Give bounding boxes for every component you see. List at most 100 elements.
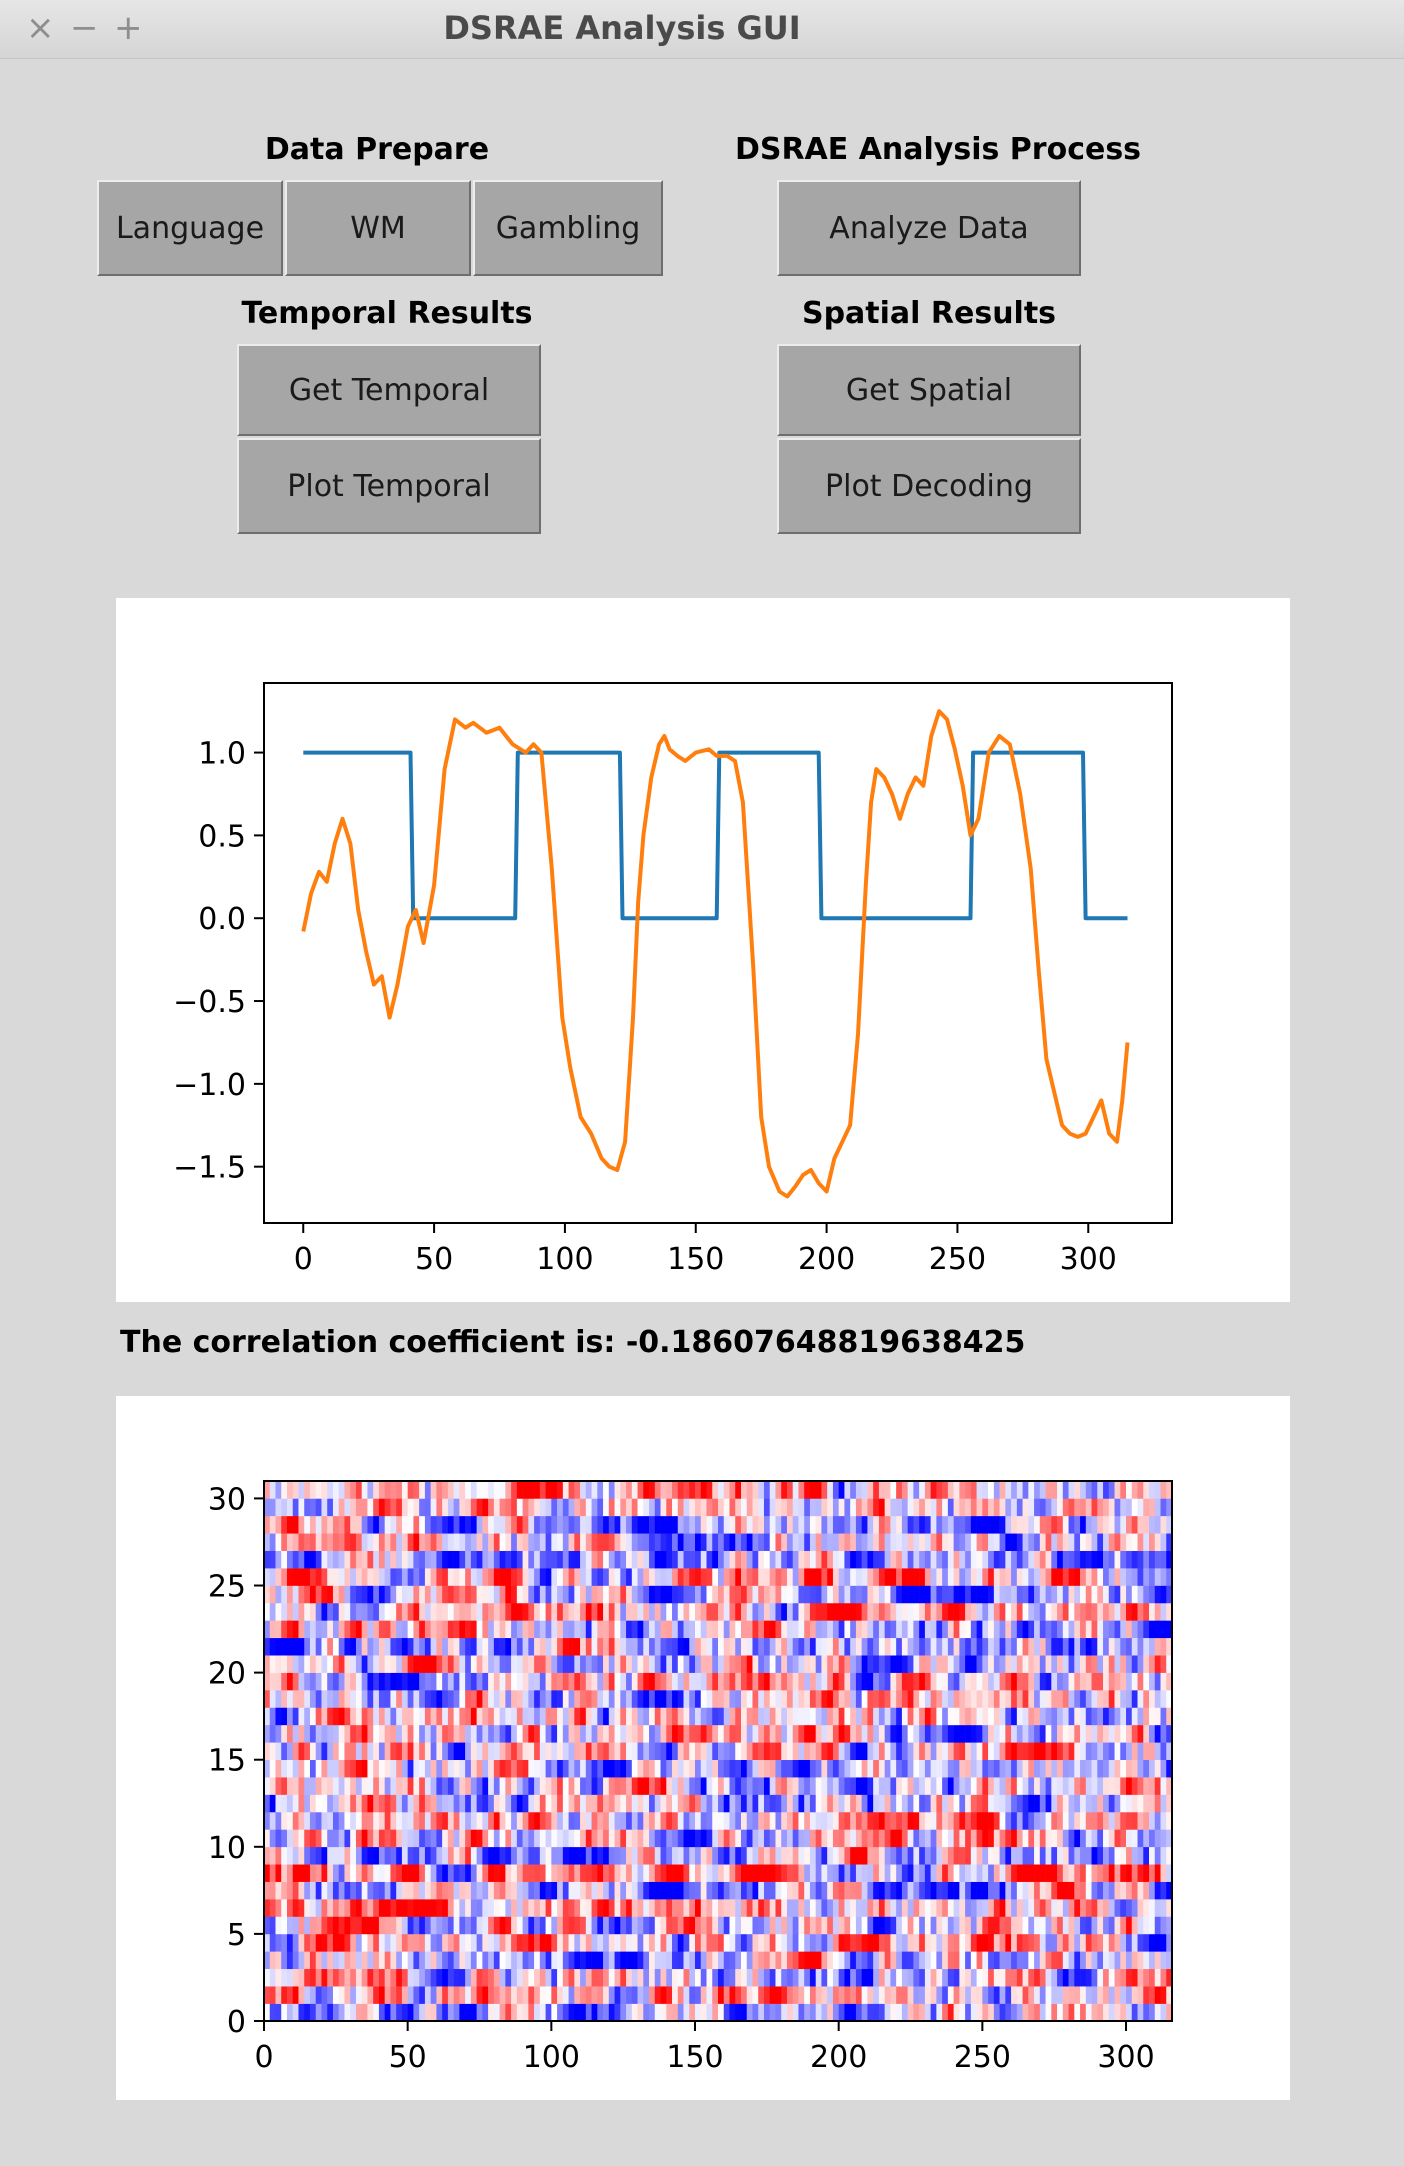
heatmap-cell (286, 1690, 294, 1708)
heatmap-cell (1022, 1794, 1029, 1813)
language-button[interactable]: Language (97, 180, 283, 276)
heatmap-cell (1034, 1498, 1041, 1517)
heatmap-cell (649, 1794, 656, 1813)
analyze-data-button[interactable]: Analyze Data (777, 180, 1081, 276)
heatmap-cell (413, 1707, 420, 1726)
get-spatial-button[interactable]: Get Spatial (777, 344, 1081, 436)
heatmap-cell (712, 1585, 719, 1604)
heatmap-cell (1080, 1515, 1087, 1534)
heatmap-cell (631, 1655, 638, 1673)
heatmap-cell (1045, 1620, 1052, 1639)
heatmap-cell (597, 1602, 604, 1621)
heatmap-cell (1137, 1568, 1144, 1586)
heatmap-cell (465, 1550, 472, 1569)
heatmap-cell (384, 1759, 391, 1778)
heatmap-cell (1045, 1986, 1052, 2004)
heatmap-cell (924, 1899, 931, 1917)
heatmap-cell (315, 1515, 322, 1534)
heatmap-cell (804, 1724, 811, 1743)
heatmap-cell (407, 1846, 414, 1865)
heatmap-cell (384, 1742, 391, 1761)
heatmap-cell (884, 1550, 891, 1569)
heatmap-cell (1080, 1568, 1087, 1586)
heatmap-cell (695, 1602, 702, 1621)
plot-decoding-button[interactable]: Plot Decoding (777, 438, 1081, 534)
heatmap-cell (729, 1759, 736, 1778)
heatmap-cell (580, 1916, 587, 1935)
heatmap-cell (396, 1864, 403, 1882)
get-temporal-button[interactable]: Get Temporal (237, 344, 541, 436)
heatmap-cell (585, 1585, 592, 1604)
heatmap-cell (574, 1690, 581, 1708)
heatmap-cell (1126, 1498, 1133, 1517)
heatmap-cell (729, 1951, 736, 1970)
heatmap-cell (367, 1794, 374, 1813)
heatmap-cell (516, 1515, 523, 1534)
maximize-icon[interactable]: + (114, 8, 143, 48)
heatmap-cell (752, 1637, 759, 1656)
heatmap-cell (896, 1690, 903, 1708)
heatmap-cell (465, 1707, 472, 1726)
heatmap-cell (1085, 1672, 1092, 1691)
heatmap-cell (919, 1951, 926, 1970)
heatmap-cell (832, 1602, 839, 1621)
heatmap-cell (683, 1707, 690, 1726)
heatmap-cell (367, 1602, 374, 1621)
minimize-icon[interactable]: − (70, 8, 99, 48)
heatmap-cell (407, 1916, 414, 1935)
heatmap-cell (666, 1759, 673, 1778)
heatmap-cell (850, 1829, 857, 1848)
heatmap-cell (626, 1811, 633, 1830)
heatmap-cell (551, 1724, 558, 1743)
heatmap-cell (723, 1498, 730, 1517)
heatmap-cell (344, 1846, 351, 1865)
heatmap-cell (775, 1951, 782, 1970)
heatmap-cell (919, 1515, 926, 1534)
close-icon[interactable]: × (26, 8, 55, 48)
heatmap-cell (953, 2003, 960, 2022)
heatmap-cell (286, 1846, 294, 1865)
heatmap-cell (309, 2003, 317, 2022)
heatmap-cell (740, 1724, 748, 1743)
heatmap-cell (1011, 1986, 1018, 2004)
heatmap-cell (1062, 1742, 1069, 1761)
heatmap-cell (631, 1550, 638, 1569)
gambling-button[interactable]: Gambling (473, 180, 663, 276)
heatmap-cell (752, 1585, 759, 1604)
heatmap-cell (522, 1846, 529, 1865)
heatmap-cell (907, 1899, 914, 1917)
heatmap-cell (1045, 1899, 1052, 1917)
heatmap-cell (321, 1968, 328, 1987)
heatmap-cell (965, 1481, 972, 1499)
heatmap-cell (1039, 1533, 1046, 1551)
heatmap-cell (740, 1777, 748, 1795)
heatmap-cell (350, 1568, 357, 1586)
heatmap-cell (332, 1829, 340, 1848)
heatmap-cell (465, 1585, 472, 1604)
heatmap-cell (511, 1620, 518, 1639)
heatmap-cell (264, 1777, 271, 1795)
heatmap-cell (855, 1986, 862, 2004)
heatmap-cell (470, 1515, 477, 1534)
heatmap-cell (281, 1829, 288, 1848)
heatmap-cell (476, 1515, 483, 1534)
heatmap-cell (373, 1568, 380, 1586)
heatmap-cell (505, 1533, 512, 1551)
heatmap-cell (505, 1986, 512, 2004)
heatmap-cell (332, 1777, 340, 1795)
heatmap-cell (321, 1864, 328, 1882)
heatmap-cell (1149, 1777, 1156, 1795)
wm-button[interactable]: WM (285, 180, 471, 276)
heatmap-cell (827, 1829, 834, 1848)
heatmap-cell (1131, 1690, 1138, 1708)
heatmap-cell (993, 1498, 1000, 1517)
heatmap-cell (729, 1968, 736, 1987)
heatmap-cell (1126, 1533, 1133, 1551)
heatmap-cell (591, 1724, 598, 1743)
heatmap-cell (281, 1655, 288, 1673)
plot-temporal-button[interactable]: Plot Temporal (237, 438, 541, 534)
heatmap-cell (832, 1533, 839, 1551)
heatmap-cell (775, 1690, 782, 1708)
heatmap-cell (999, 1481, 1006, 1499)
heatmap-cell (970, 1864, 977, 1882)
